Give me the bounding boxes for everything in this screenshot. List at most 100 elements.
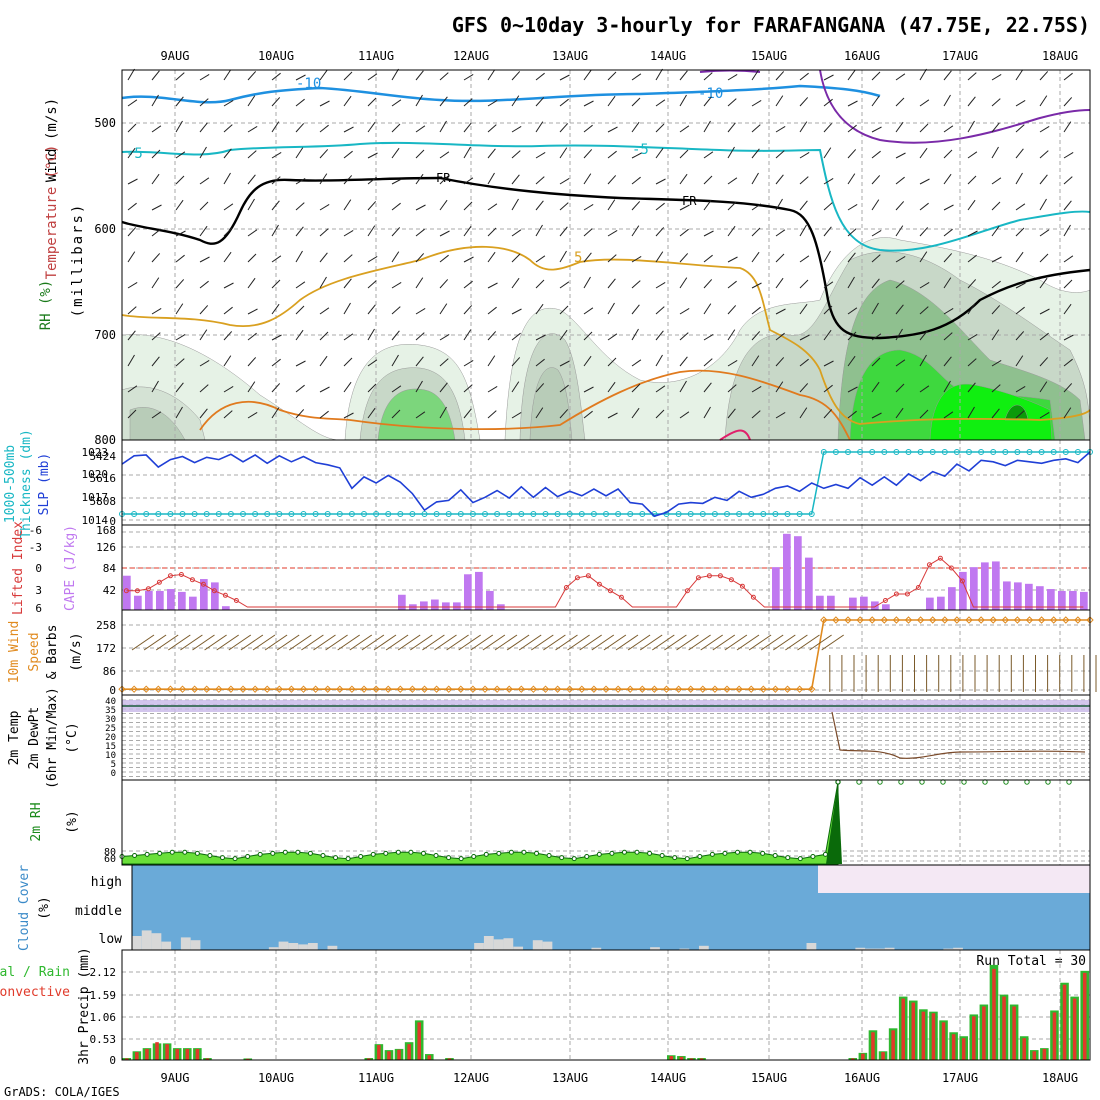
precip-tick-3: 0.53 [90, 1033, 117, 1046]
wind-barb-177 [535, 176, 545, 185]
thickness-tick-1: 5616 [90, 472, 117, 485]
wind-barb-111 [871, 126, 882, 133]
cloud-low-bar [943, 948, 954, 950]
wind10-barb [760, 634, 784, 651]
wind-barb-538 [559, 409, 569, 419]
precip-convective-bar [972, 1016, 976, 1060]
wind-barb-399 [1063, 303, 1072, 315]
wind-barb-344 [703, 279, 713, 289]
precip-convective-bar [1012, 1006, 1016, 1060]
wind10-barb [204, 634, 227, 651]
wind10-point [227, 685, 235, 693]
thickness-point [953, 449, 960, 455]
wind10-point [904, 616, 913, 624]
lifted-point [211, 588, 217, 594]
wind10-point [1013, 616, 1022, 624]
wind-barb-517 [1015, 385, 1026, 393]
wind-barb-547 [775, 411, 786, 419]
lifted-point [585, 573, 591, 579]
wind-barb-14 [463, 73, 474, 81]
wind10-point [662, 685, 671, 693]
wind-barb-62 [655, 99, 666, 107]
day-label-top: 15AUG [751, 49, 787, 63]
wind-barb-275 [967, 230, 978, 237]
wind10-barb [688, 634, 711, 651]
wind-barb-380 [607, 302, 615, 315]
wind-barb-87 [295, 123, 305, 133]
day-label-bottom: 9AUG [161, 1071, 190, 1085]
wind-barb-80 [127, 123, 137, 133]
wind-barb-350 [847, 276, 855, 289]
thickness-point [966, 449, 972, 455]
temp-contour-plus10 [199, 369, 851, 441]
wind-barb-402 [175, 333, 186, 341]
wind-barb-495 [487, 385, 498, 393]
wind-barb-550 [847, 410, 857, 419]
thickness-point [687, 510, 694, 517]
wind-barb-431 [871, 333, 882, 341]
wind-barb-115 [967, 120, 975, 133]
wind10-point [432, 685, 441, 693]
day-label-top: 10AUG [258, 49, 294, 63]
wind10-barb [603, 634, 627, 651]
rh-shade-12 [929, 383, 1053, 441]
wind-barb-469 [823, 360, 834, 367]
lifted-point [200, 581, 206, 587]
wind10-point [1001, 616, 1010, 624]
wind-barb-125 [247, 150, 257, 159]
cloud-low-bar [874, 948, 885, 950]
wind-barb-474 [943, 356, 952, 367]
wind-barb-139 [583, 149, 593, 159]
lifted-point [145, 586, 151, 592]
wind-barb-453 [439, 358, 449, 367]
rh2m-panel-frame [121, 779, 1091, 866]
wind-barb-324 [223, 282, 234, 289]
thickness-point [215, 510, 222, 517]
wind10-point [1062, 616, 1070, 624]
wind-barb-199 [1063, 176, 1073, 185]
precip-convective-bar [1082, 972, 1087, 1060]
wind-barb-73 [919, 99, 930, 107]
wind-barb-510 [847, 386, 858, 393]
cape-bar [849, 597, 857, 610]
wind10-point [626, 685, 634, 693]
wind10-point [977, 616, 985, 624]
wind-barb-249 [343, 229, 354, 237]
wind-barb-231 [871, 199, 880, 211]
slp-tick-3: 1014 [82, 514, 109, 527]
precip-convective-bar [1022, 1038, 1026, 1060]
lifted-point [904, 591, 910, 597]
cape-bar [1047, 589, 1055, 610]
wind10-point [166, 685, 175, 693]
thickness-point [421, 510, 428, 517]
wind-barb-401 [151, 332, 161, 341]
wind10-barb [724, 634, 748, 651]
wind-barb-524 [223, 410, 233, 419]
wind-barb-9 [343, 71, 353, 81]
wind-barb-198 [1039, 174, 1048, 185]
cape-bar [948, 587, 956, 610]
rh2m-tick-0: 80 [104, 847, 116, 858]
precip-convective-bar [367, 1058, 371, 1060]
wind-barb-92 [415, 125, 426, 133]
wind-barb-152 [895, 152, 906, 159]
wind-barb-183 [679, 173, 688, 185]
precip-tick-4: 0 [109, 1054, 116, 1067]
wind-barb-148 [799, 151, 810, 159]
lifted-point [563, 585, 569, 590]
thickness-point [300, 510, 307, 517]
wind-barb-355 [967, 279, 977, 289]
wind-barb-525 [247, 411, 258, 419]
wind10-barb [192, 634, 215, 651]
wind10-point [711, 685, 719, 693]
wind-barb-155 [967, 151, 978, 159]
temp-contour-neg15 [819, 69, 1091, 144]
precip-axis-label: 3hr Precip (mm) [77, 947, 92, 1064]
wind-barb-545 [727, 408, 736, 419]
wind-barb-463 [679, 356, 688, 367]
wind-barb-228 [799, 200, 808, 211]
cape-bar [794, 536, 802, 610]
wind-barb-483 [199, 384, 209, 393]
wind-barb-429 [823, 329, 832, 341]
wind-barb-184 [703, 175, 713, 185]
